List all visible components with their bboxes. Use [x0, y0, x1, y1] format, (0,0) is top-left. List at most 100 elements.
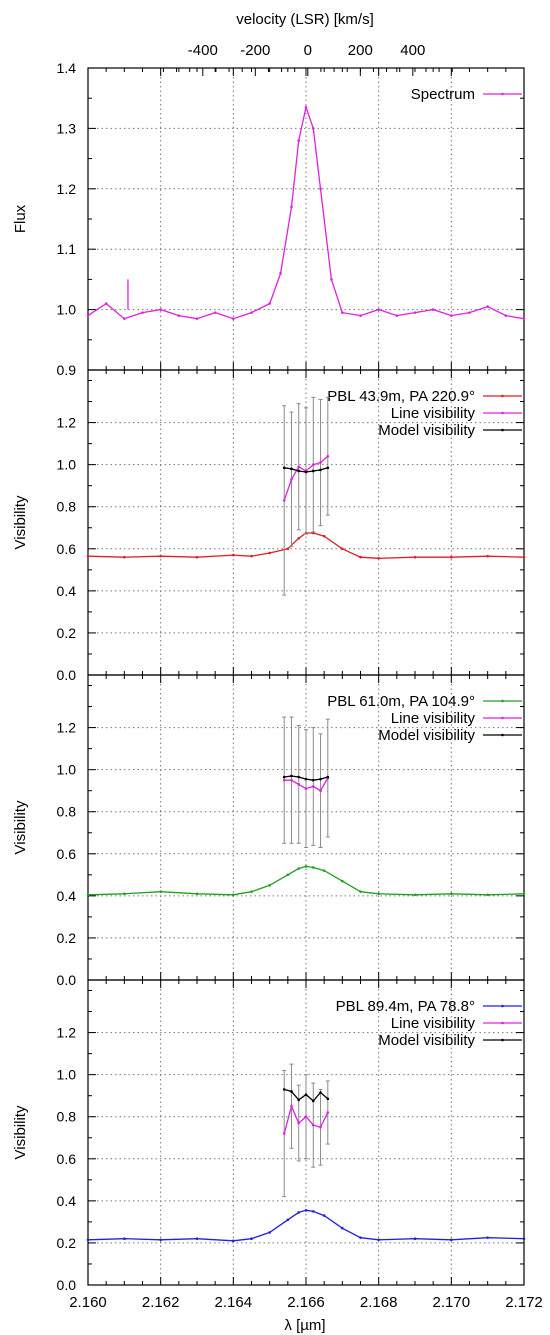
bottom-axis-title: λ [µm]	[284, 1317, 325, 1334]
data-point	[359, 890, 362, 893]
data-point	[450, 555, 453, 559]
data-point	[297, 536, 301, 540]
panels: 0.9 1.0 1.1 1.2 1.3 1.4 Flux -400 -200 0 200 400 Spe…	[12, 42, 543, 1311]
data-point	[359, 314, 362, 317]
data-point	[282, 1132, 286, 1135]
y-tick-label: 0.8	[57, 1109, 77, 1125]
data-point	[159, 1238, 162, 1242]
y-tick-label: 1.3	[57, 120, 77, 136]
data-point	[86, 893, 90, 897]
x-tick-label: 2.160	[69, 1294, 107, 1311]
data-point	[319, 777, 322, 781]
y-axis-label: Flux	[12, 204, 29, 233]
data-point	[297, 1121, 301, 1125]
data-point	[413, 1237, 417, 1241]
data-point	[304, 1115, 308, 1119]
y-axis-label: Visibility	[12, 495, 29, 549]
data-point	[304, 777, 308, 781]
data-point	[304, 787, 308, 790]
y-tick-label: 0.9	[57, 362, 77, 378]
data-point	[250, 1237, 253, 1241]
data-point	[86, 554, 90, 558]
data-point	[290, 467, 293, 471]
data-point	[290, 778, 293, 782]
data-point	[341, 547, 344, 551]
y-tick-label: 0.6	[57, 1151, 77, 1167]
legend-label: Model visibility	[378, 727, 475, 744]
panel-4: 0.0 0.2 0.4 0.6 0.8 1.0 1.2 Visibility 2.160 2.16…	[12, 979, 543, 1311]
y-tick-label: 0.2	[57, 930, 77, 946]
data-point	[290, 478, 293, 481]
data-point	[86, 1238, 90, 1242]
data-point	[468, 311, 471, 314]
y-tick-label: 0.8	[57, 499, 77, 515]
legend-label: Model visibility	[378, 422, 475, 439]
data-point	[311, 1123, 315, 1127]
data-point	[279, 272, 282, 275]
series-2	[282, 396, 330, 596]
legend-label: PBL 89.4m, PA 78.8°	[336, 998, 475, 1015]
x-tick-label: 2.164	[215, 1294, 253, 1311]
data-point	[522, 555, 526, 559]
series-1	[86, 104, 526, 320]
x-tick-label: 2.170	[433, 1294, 471, 1311]
data-point	[504, 314, 508, 317]
data-point	[450, 892, 453, 896]
data-point	[319, 789, 322, 792]
y-tick-label: 1.4	[57, 60, 77, 76]
series-3	[282, 1088, 330, 1103]
data-point	[341, 311, 344, 314]
data-point	[250, 554, 253, 558]
legend-swatch-point	[501, 699, 504, 703]
data-point	[195, 892, 199, 896]
data-point	[322, 1214, 326, 1217]
legend-label: Line visibility	[391, 1015, 476, 1032]
data-point	[282, 499, 286, 502]
legend-swatch-point	[501, 394, 504, 398]
y-tick-label: 0.0	[57, 667, 77, 683]
data-point	[123, 1237, 126, 1241]
data-point	[86, 314, 90, 317]
series-2	[282, 716, 330, 848]
data-point	[290, 205, 293, 209]
legend-label: Line visibility	[391, 405, 476, 422]
data-point	[311, 1210, 315, 1213]
data-point	[290, 774, 293, 778]
data-point	[522, 1237, 526, 1241]
top-axis-tick-label: -200	[240, 42, 270, 59]
x-tick-label: 2.162	[142, 1294, 180, 1311]
data-point	[311, 1099, 315, 1103]
panel-2: 0.0 0.2 0.4 0.6 0.8 1.0 1.2 Visibility PBL 43.9m…	[12, 369, 526, 683]
data-point	[250, 311, 253, 314]
legend-label: PBL 43.9m, PA 220.9°	[327, 388, 475, 405]
data-point	[159, 554, 162, 558]
data-point	[290, 1104, 293, 1108]
legend-swatch-point	[501, 428, 504, 432]
data-point	[304, 105, 308, 109]
data-point	[319, 1091, 322, 1094]
data-point	[297, 1211, 301, 1214]
data-point	[297, 783, 301, 786]
data-point	[311, 463, 315, 466]
data-point	[311, 778, 315, 782]
data-point	[232, 893, 235, 897]
data-point	[297, 775, 301, 779]
data-point	[232, 1239, 235, 1243]
data-point	[486, 893, 489, 897]
x-tick-label: 2.172	[505, 1294, 543, 1311]
data-point	[326, 1111, 330, 1114]
data-point	[159, 890, 162, 893]
data-point	[319, 461, 322, 464]
data-point	[286, 547, 290, 551]
data-point	[326, 1097, 330, 1101]
data-point	[377, 1238, 380, 1242]
data-point	[395, 314, 399, 317]
data-point	[450, 1238, 453, 1242]
panel-1: 0.9 1.0 1.1 1.2 1.3 1.4 Flux -400 -200 0 200 400 Spe…	[12, 42, 526, 378]
data-point	[250, 890, 253, 893]
data-point	[232, 317, 235, 320]
y-tick-label: 0.2	[57, 1235, 77, 1251]
legend-label: Spectrum	[411, 86, 475, 103]
data-point	[282, 466, 286, 470]
